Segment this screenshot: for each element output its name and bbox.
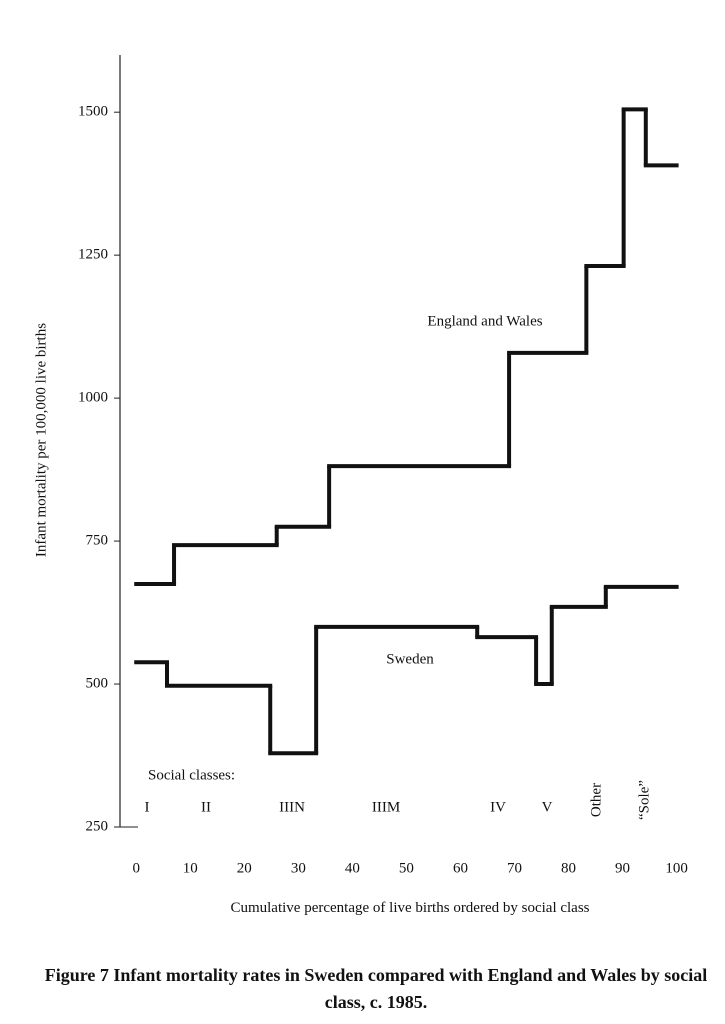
x-axis-label: Cumulative percentage of live births ord… <box>230 900 590 916</box>
class-label: “Sole” <box>636 780 652 820</box>
y-tick-label: 1250 <box>78 247 108 263</box>
x-tick-label: 10 <box>183 860 198 876</box>
class-labels-title: Social classes: <box>148 767 235 783</box>
y-tick-label: 1500 <box>78 104 108 120</box>
y-tick-label: 1000 <box>78 390 108 406</box>
series-label: England and Wales <box>427 313 542 329</box>
y-axis-label: Infant mortality per 100,000 live births <box>33 323 49 557</box>
x-tick-label: 20 <box>237 860 252 876</box>
caption: Figure 7 Infant mortality rates in Swede… <box>44 965 708 1012</box>
y-tick-label: 750 <box>86 533 109 549</box>
class-label: IV <box>490 799 506 815</box>
x-tick-label: 40 <box>345 860 360 876</box>
class-label: IIIN <box>279 799 305 815</box>
x-tick-label: 0 <box>132 860 140 876</box>
x-tick-label: 100 <box>665 860 688 876</box>
y-tick-label: 250 <box>86 818 109 834</box>
x-tick-label: 30 <box>291 860 306 876</box>
x-tick-label: 80 <box>561 860 576 876</box>
x-tick-label: 50 <box>399 860 414 876</box>
x-tick-label: 60 <box>453 860 468 876</box>
class-label: V <box>542 799 553 815</box>
series-label: Sweden <box>386 651 434 667</box>
class-label: I <box>145 799 150 815</box>
class-label: II <box>201 799 211 815</box>
x-tick-label: 90 <box>615 860 630 876</box>
y-tick-label: 500 <box>86 675 109 691</box>
x-tick-label: 70 <box>507 860 522 876</box>
class-label: IIIM <box>372 799 400 815</box>
class-label: Other <box>588 783 604 817</box>
